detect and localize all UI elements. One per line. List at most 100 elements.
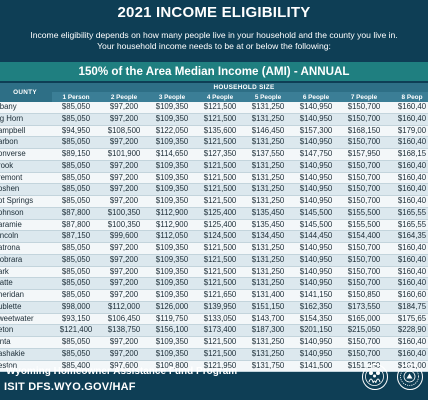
income-limit-cell: $160,40 bbox=[388, 336, 428, 349]
table-row: arbon$85,050$97,200$109,350$121,500$131,… bbox=[0, 136, 428, 149]
income-limit-cell: $201,150 bbox=[292, 324, 340, 337]
income-limit-cell: $121,500 bbox=[196, 195, 244, 208]
income-limit-cell: $121,500 bbox=[196, 266, 244, 279]
income-limit-cell: $155,500 bbox=[340, 219, 388, 232]
table-row: aramie $87,800 $100,350 $112,900 $125,400 $13… bbox=[0, 219, 428, 232]
income-limit-cell: $140,950 bbox=[292, 160, 340, 173]
income-limit-cell: $150,700 bbox=[340, 102, 388, 114]
income-limit-cell: $160,60 bbox=[388, 289, 428, 302]
county-name: inta bbox=[0, 336, 52, 349]
income-limit-cell: $140,950 bbox=[292, 195, 340, 208]
income-limit-cell: $135,450 bbox=[244, 219, 292, 232]
income-limit-cell: $85,050 bbox=[52, 242, 100, 255]
income-limit-cell: $109,350 bbox=[148, 102, 196, 114]
income-limit-cell: $100,350 bbox=[100, 207, 148, 220]
income-limit-cell: $134,450 bbox=[244, 230, 292, 243]
income-limit-cell: $131,250 bbox=[244, 348, 292, 361]
county-name: ohnson bbox=[0, 207, 52, 220]
county-name: ark bbox=[0, 266, 52, 279]
income-limit-cell: $109,350 bbox=[148, 160, 196, 173]
table-row: latte$85,050$97,200$109,350$121,500$131,… bbox=[0, 277, 428, 290]
table-row: ublette $98,000 $112,000 $126,000 $139,950 $1… bbox=[0, 301, 428, 314]
income-limit-cell: $140,950 bbox=[292, 113, 340, 126]
income-limit-cell: $93,150 bbox=[52, 313, 100, 326]
income-limit-cell: $85,050 bbox=[52, 336, 100, 349]
income-limit-cell: $160,40 bbox=[388, 160, 428, 173]
income-limit-cell: $137,550 bbox=[244, 148, 292, 161]
income-limit-cell: $131,250 bbox=[244, 183, 292, 196]
income-limit-cell: $168,15 bbox=[388, 148, 428, 161]
income-limit-cell: $97,200 bbox=[100, 136, 148, 149]
income-limit-cell: $97,200 bbox=[100, 183, 148, 196]
income-limit-cell: $109,350 bbox=[148, 336, 196, 349]
income-limit-cell: $154,350 bbox=[292, 313, 340, 326]
income-limit-cell: $85,050 bbox=[52, 266, 100, 279]
income-limit-cell: $150,700 bbox=[340, 136, 388, 149]
website-url: ISIT DFS.WYO.GOV/HAF bbox=[4, 381, 136, 393]
county-name: oshen bbox=[0, 183, 52, 196]
county-name: iobrara bbox=[0, 254, 52, 267]
county-name: incoln bbox=[0, 230, 52, 243]
income-limit-cell: $85,050 bbox=[52, 113, 100, 126]
income-limit-cell: $87,800 bbox=[52, 219, 100, 232]
income-limit-cell: $140,950 bbox=[292, 277, 340, 290]
income-limit-cell: $140,950 bbox=[292, 254, 340, 267]
table-row: eton$121,400$138,750$156,100$173,400$187… bbox=[0, 324, 428, 337]
income-limit-cell: $165,000 bbox=[340, 313, 388, 326]
income-limit-cell: $97,200 bbox=[100, 289, 148, 302]
income-limit-cell: $140,950 bbox=[292, 336, 340, 349]
income-limit-cell: $87,150 bbox=[52, 230, 100, 243]
table-row: incoln $87,150 $99,600 $112,050 $124,500 $134… bbox=[0, 230, 428, 243]
income-limit-cell: $97,200 bbox=[100, 242, 148, 255]
county-name: heridan bbox=[0, 289, 52, 302]
income-limit-cell: $85,050 bbox=[52, 136, 100, 149]
income-limit-cell: $151,150 bbox=[244, 301, 292, 314]
income-limit-cell: $140,950 bbox=[292, 102, 340, 114]
county-name: ig Horn bbox=[0, 113, 52, 126]
ami-banner: 150% of the Area Median Income (AMI) - A… bbox=[0, 62, 428, 81]
income-limit-cell: $126,000 bbox=[148, 301, 196, 314]
income-limit-cell: $150,700 bbox=[340, 266, 388, 279]
income-limit-cell: $109,350 bbox=[148, 254, 196, 267]
income-limit-cell: $85,050 bbox=[52, 277, 100, 290]
income-limit-cell: $121,500 bbox=[196, 336, 244, 349]
income-limit-cell: $85,050 bbox=[52, 195, 100, 208]
table-row: ark$85,050$97,200$109,350$121,500$131,25… bbox=[0, 266, 428, 279]
income-limit-cell: $157,950 bbox=[340, 148, 388, 161]
intro-text: Income eligibility depends on how many p… bbox=[10, 30, 418, 52]
income-limit-cell: $131,250 bbox=[244, 336, 292, 349]
column-header-6: 6 People bbox=[292, 92, 340, 102]
column-header-3: 3 People bbox=[148, 92, 196, 102]
table-row: iobrara $85,050 $97,200 $109,350 $121,500 $13… bbox=[0, 254, 428, 267]
county-name: eton bbox=[0, 324, 52, 337]
table-row: atrona $85,050 $97,200 $109,350 $121,500 $131… bbox=[0, 242, 428, 255]
income-limit-cell: $121,500 bbox=[196, 136, 244, 149]
income-limit-cell: $121,500 bbox=[196, 172, 244, 185]
income-limit-cell: $98,000 bbox=[52, 301, 100, 314]
income-limit-cell: $162,350 bbox=[292, 301, 340, 314]
county-name: weetwater bbox=[0, 313, 52, 326]
income-limit-cell: $85,050 bbox=[52, 289, 100, 302]
income-limit-cell: $97,200 bbox=[100, 254, 148, 267]
county-name: arbon bbox=[0, 136, 52, 149]
income-limit-cell: $112,000 bbox=[100, 301, 148, 314]
income-limit-cell: $165,55 bbox=[388, 207, 428, 220]
income-limit-cell: $150,700 bbox=[340, 336, 388, 349]
income-limit-cell: $150,700 bbox=[340, 113, 388, 126]
income-limit-cell: $150,700 bbox=[340, 254, 388, 267]
income-limit-cell: $109,350 bbox=[148, 195, 196, 208]
income-limit-cell: $131,250 bbox=[244, 277, 292, 290]
intro-line-1: Income eligibility depends on how many p… bbox=[30, 30, 398, 40]
income-limit-cell: $85,400 bbox=[52, 360, 100, 373]
income-limit-cell: $138,750 bbox=[100, 324, 148, 337]
income-limit-cell: $156,100 bbox=[148, 324, 196, 337]
income-limit-cell: $140,950 bbox=[292, 242, 340, 255]
income-limit-cell: $187,300 bbox=[244, 324, 292, 337]
household-size-header: HOUSEHOLD SIZE bbox=[52, 83, 428, 92]
table-row: lbany$85,050$97,200$109,350$121,500$131,… bbox=[0, 102, 428, 114]
column-header-1: 1 Person bbox=[52, 92, 100, 102]
income-limit-cell: $101,900 bbox=[100, 148, 148, 161]
income-limit-cell: $150,700 bbox=[340, 195, 388, 208]
income-limit-cell: $121,500 bbox=[196, 160, 244, 173]
income-limit-cell: $173,550 bbox=[340, 301, 388, 314]
